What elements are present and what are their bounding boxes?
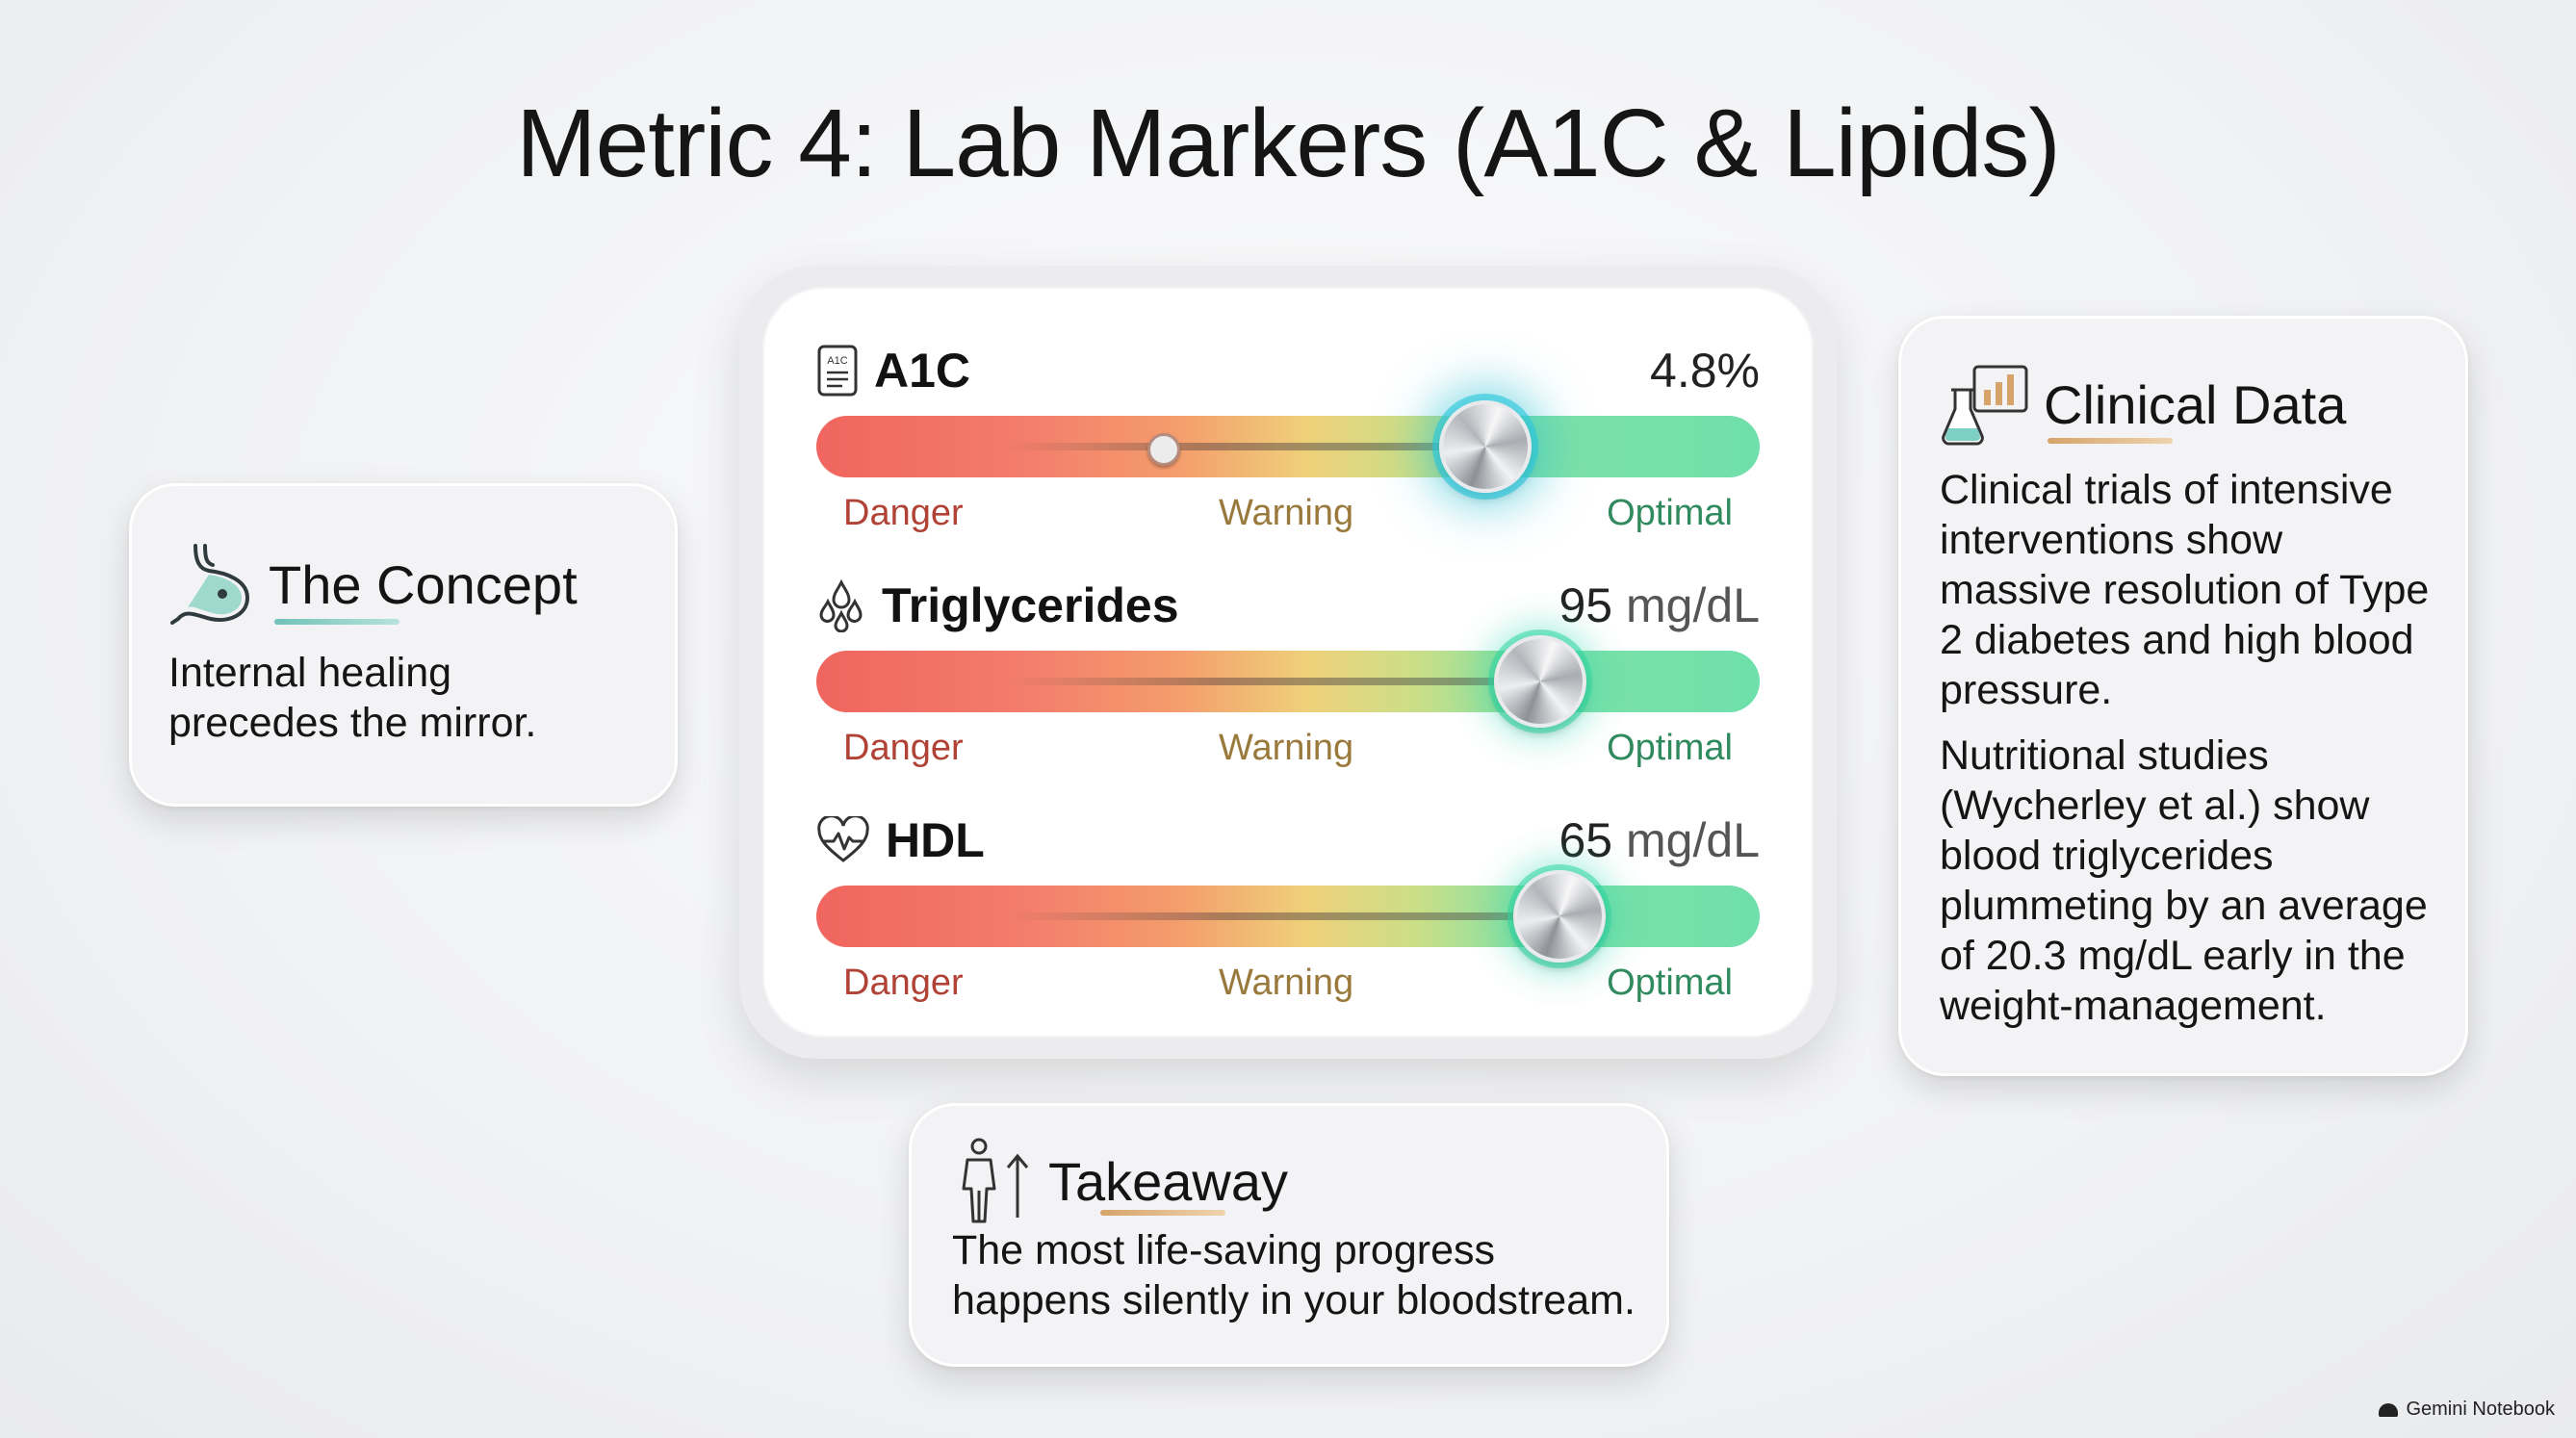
- clinical-data-underline: [2048, 438, 2173, 444]
- takeaway-body: The most life-saving progress happens si…: [952, 1227, 1636, 1323]
- gemini-notebook-watermark: Gemini Notebook: [2379, 1399, 2555, 1421]
- metric-value: 95 mg/dL: [1558, 578, 1761, 632]
- hdl-gauge-knob[interactable]: [1513, 870, 1606, 963]
- hdl-gauge-track: [816, 870, 1760, 963]
- stomach-icon: [170, 544, 250, 625]
- heart-pulse-icon: [817, 816, 869, 862]
- zone-danger-label: Danger: [843, 728, 964, 768]
- clinical-data-paragraph-2: Nutritional studies (Wycherley et al.) s…: [1940, 732, 2428, 1029]
- clinical-data-paragraph-1: Clinical trials of intensive interventio…: [1940, 467, 2430, 713]
- concept-title: The Concept: [269, 553, 578, 615]
- lab-report-icon: A1C: [817, 345, 858, 397]
- takeaway-title: Takeaway: [1048, 1150, 1289, 1212]
- zone-optimal-label: Optimal: [1607, 963, 1733, 1003]
- a1c-previous-marker: [1147, 433, 1180, 466]
- concept-card: The Concept Internal healing precedes th…: [129, 483, 678, 807]
- triglycerides-gauge-track: [816, 635, 1760, 728]
- concept-body: Internal healing precedes the mirror.: [168, 650, 537, 746]
- metric-hdl: HDL 65 mg/dL Danger Warning Optimal: [816, 807, 1760, 1016]
- triglycerides-gauge-knob[interactable]: [1494, 635, 1586, 728]
- metric-triglycerides: Triglycerides 95 mg/dL Danger Warning Op…: [816, 572, 1760, 782]
- svg-text:A1C: A1C: [827, 355, 847, 367]
- concept-underline: [274, 619, 399, 625]
- zone-danger-label: Danger: [843, 963, 964, 1003]
- clinical-data-card: Clinical Data Clinical trials of intensi…: [1898, 316, 2468, 1076]
- zone-warning-label: Warning: [1219, 963, 1354, 1003]
- metric-name: HDL: [886, 813, 985, 867]
- person-arrow-up-icon: [962, 1138, 1029, 1223]
- metric-name: Triglycerides: [882, 578, 1179, 632]
- zone-danger-label: Danger: [843, 493, 964, 533]
- zone-warning-label: Warning: [1219, 728, 1354, 768]
- metric-value: 65 mg/dL: [1558, 813, 1761, 867]
- metric-a1c: A1C A1C 4.8% Danger Warning Optimal: [816, 337, 1760, 547]
- zone-optimal-label: Optimal: [1607, 728, 1733, 768]
- takeaway-underline: [1100, 1210, 1225, 1216]
- metric-name: A1C: [874, 344, 971, 398]
- a1c-gauge-track: [816, 400, 1760, 493]
- lab-flask-chart-icon: [1942, 365, 2028, 446]
- a1c-gauge-knob[interactable]: [1439, 400, 1532, 493]
- zone-optimal-label: Optimal: [1607, 493, 1733, 533]
- clinical-data-title: Clinical Data: [2044, 373, 2347, 435]
- metric-value: 4.8%: [1650, 344, 1760, 398]
- slide-title: Metric 4: Lab Markers (A1C & Lipids): [516, 90, 2060, 197]
- takeaway-card: Takeaway The most life-saving progress h…: [909, 1103, 1669, 1367]
- zone-warning-label: Warning: [1219, 493, 1354, 533]
- gemini-logo-icon: [2379, 1402, 2399, 1417]
- droplets-icon: [819, 578, 863, 632]
